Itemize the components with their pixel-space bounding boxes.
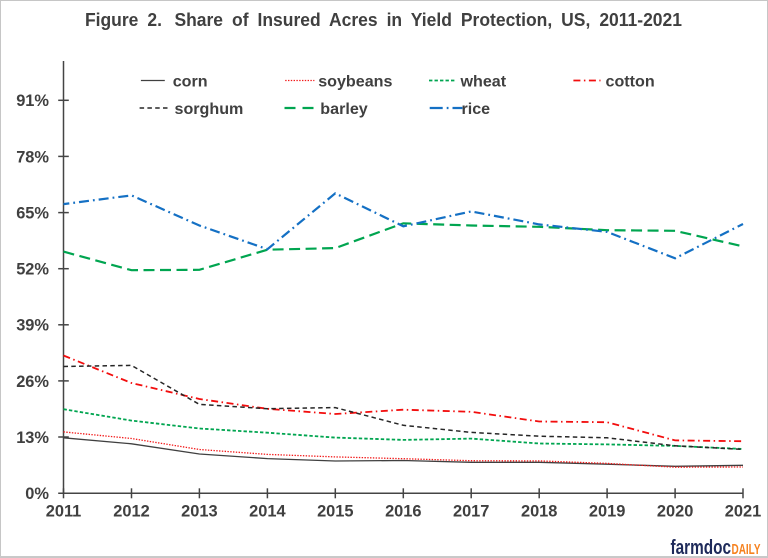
svg-text:cotton: cotton xyxy=(606,73,655,91)
svg-text:2017: 2017 xyxy=(453,503,489,521)
svg-text:2012: 2012 xyxy=(113,503,149,521)
svg-text:corn: corn xyxy=(173,73,208,91)
svg-text:soybeans: soybeans xyxy=(318,73,392,91)
svg-text:2011: 2011 xyxy=(46,503,82,521)
svg-text:2020: 2020 xyxy=(657,503,693,521)
svg-text:39%: 39% xyxy=(16,317,49,335)
svg-text:barley: barley xyxy=(320,100,367,118)
svg-text:farmdoc: farmdoc xyxy=(671,536,732,558)
svg-text:65%: 65% xyxy=(16,205,49,223)
svg-text:0%: 0% xyxy=(25,485,49,503)
svg-text:2016: 2016 xyxy=(385,503,421,521)
svg-text:rice: rice xyxy=(462,100,491,118)
svg-text:Figure 2. Share of Insured Ac: Figure 2. Share of Insured Acres in Yiel… xyxy=(85,10,682,31)
svg-text:2015: 2015 xyxy=(317,503,353,521)
svg-text:sorghum: sorghum xyxy=(175,100,244,118)
svg-text:78%: 78% xyxy=(16,148,49,166)
svg-text:26%: 26% xyxy=(16,373,49,391)
svg-text:2021: 2021 xyxy=(725,503,761,521)
svg-text:wheat: wheat xyxy=(460,73,507,91)
svg-text:2014: 2014 xyxy=(249,503,286,521)
svg-text:2013: 2013 xyxy=(181,503,217,521)
svg-text:DAILY: DAILY xyxy=(732,542,761,558)
svg-text:52%: 52% xyxy=(16,261,49,279)
svg-text:91%: 91% xyxy=(16,92,49,110)
svg-text:2019: 2019 xyxy=(589,503,625,521)
svg-text:13%: 13% xyxy=(16,429,49,447)
svg-text:2018: 2018 xyxy=(521,503,557,521)
